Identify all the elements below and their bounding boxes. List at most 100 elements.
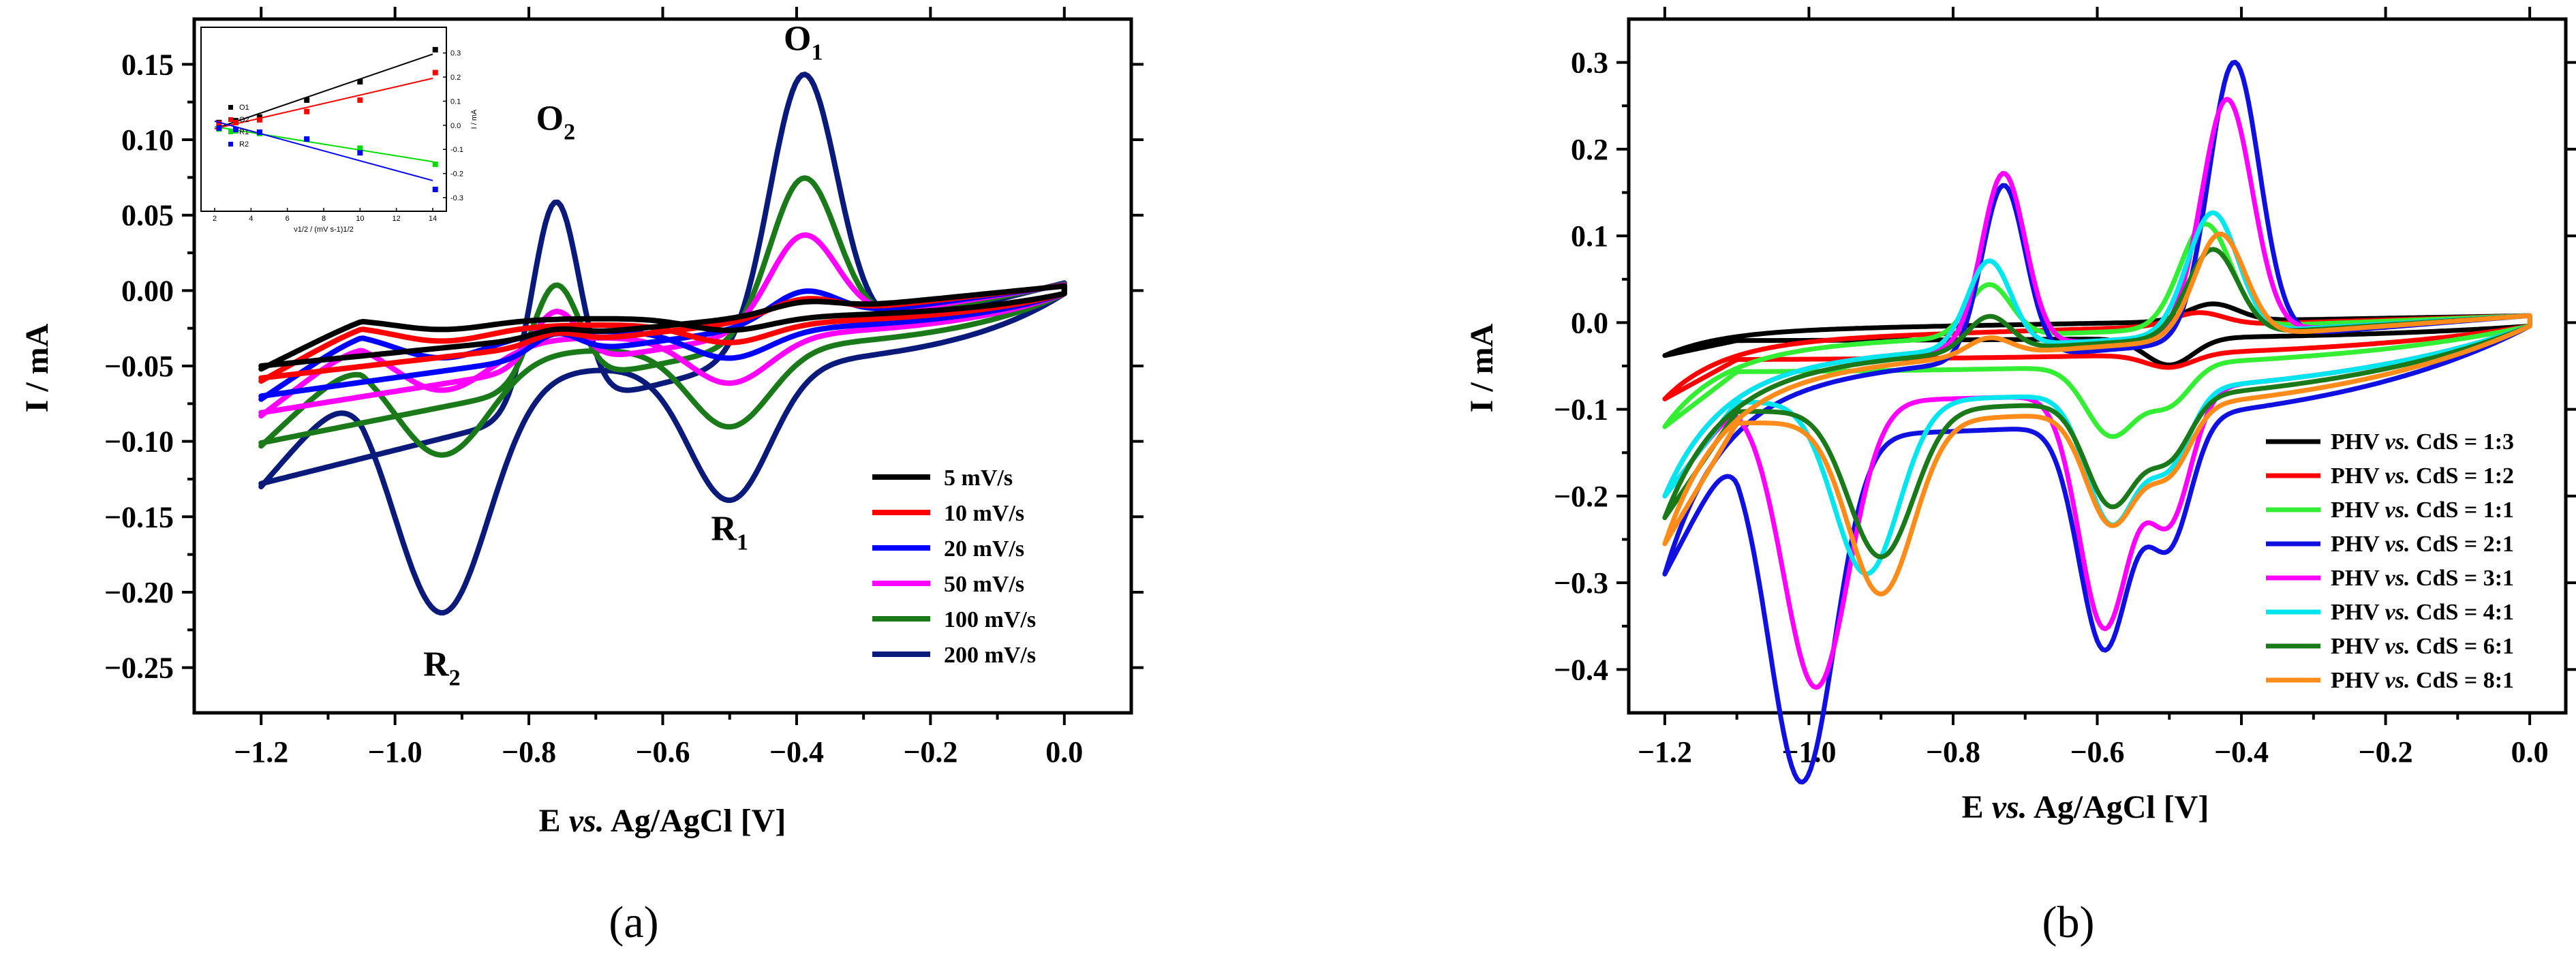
b-x-tick-label: −0.8 (1926, 735, 1980, 769)
b-caption: (b) (2042, 898, 2095, 947)
a-inset-point (432, 70, 438, 76)
b-x-tick-label: −0.4 (2214, 735, 2269, 769)
a-legend-label: 200 mV/s (944, 643, 1036, 668)
b-y-axis-label: I / mA (1464, 323, 1500, 412)
b-legend-label: PHV vs. CdS = 1:3 (2331, 429, 2514, 455)
b-y-tick-label: 0.2 (1571, 133, 1608, 166)
b-legend-label: PHV vs. CdS = 1:1 (2331, 497, 2514, 523)
a-inset-x-tick-label: 8 (322, 215, 326, 223)
a-peak-label: R2 (423, 645, 461, 691)
a-y-axis-label: I / mA (19, 323, 55, 412)
b-y-tick-label: −0.2 (1554, 480, 1608, 513)
a-inset-legend-swatch (228, 105, 233, 110)
a-inset-point (304, 136, 310, 142)
a-inset-point (432, 161, 438, 167)
a-inset-point (232, 126, 239, 132)
a-peak-label: R1 (711, 510, 748, 555)
a-y-tick-label: 0.10 (121, 123, 174, 157)
a-inset-x-tick-label: 14 (429, 215, 437, 223)
a-y-tick-label: 0.15 (121, 48, 174, 81)
a-inset-fit-line (214, 120, 433, 181)
a-caption: (a) (609, 898, 658, 947)
a-inset-legend-swatch (228, 117, 233, 122)
a-y-tick-label: 0.00 (121, 274, 174, 307)
a-inset: 2 4 6 8 10 12 14 -0.3 -0.2 -0.1 0.0 0.1 0.2 0.3 ν1/2 /… (200, 27, 478, 234)
a-inset-point (357, 150, 363, 156)
a-inset-point (256, 117, 262, 123)
b-x-tick-label: 0.0 (2511, 735, 2549, 769)
b-y-tick-label: 0.0 (1571, 306, 1608, 339)
a-inset-legend-swatch (228, 129, 233, 134)
a-x-tick-label: 0.0 (1045, 735, 1083, 769)
b-x-tick-label: −1.2 (1638, 735, 1692, 769)
a-inset-x-tick-label: 2 (213, 215, 217, 223)
b-y-tick-label: −0.1 (1554, 393, 1608, 427)
b-legend-label: PHV vs. CdS = 4:1 (2331, 600, 2514, 625)
a-y-tick-label: −0.05 (104, 350, 174, 383)
a-legend-label: 10 mV/s (944, 501, 1024, 526)
a-inset-legend-swatch (228, 142, 233, 147)
b-x-axis-label: E vs. Ag/AgCl [V] (1962, 789, 2209, 825)
a-inset-x-tick-label: 10 (356, 215, 364, 223)
a-inset-point (216, 125, 222, 131)
a-inset-y-tick-label: -0.1 (450, 146, 463, 154)
b-y-tick-label: 0.1 (1571, 219, 1608, 253)
a-y-tick-label: −0.10 (104, 425, 174, 459)
b-legend-label: PHV vs. CdS = 2:1 (2331, 532, 2514, 557)
a-inset-x-tick-label: 4 (249, 215, 253, 223)
a-inset-legend-label: R2 (239, 140, 249, 149)
a-x-tick-label: −1.2 (234, 735, 288, 769)
a-x-tick-label: −0.2 (903, 735, 957, 769)
a-inset-point (304, 108, 310, 114)
a-y-tick-label: −0.15 (104, 500, 174, 534)
a-inset-point (256, 114, 262, 120)
a-inset-y-tick-label: 0.0 (450, 122, 461, 130)
b-x-tick-label: −0.2 (2359, 735, 2413, 769)
b-legend-label: PHV vs. CdS = 3:1 (2331, 566, 2514, 591)
a-inset-fit-line (214, 77, 433, 129)
a-x-tick-label: −0.4 (769, 735, 824, 769)
a-inset-point (304, 97, 310, 103)
a-inset-point (216, 121, 222, 127)
a-inset-y-tick-label: -0.3 (450, 194, 463, 202)
a-legend-label: 5 mV/s (944, 465, 1013, 491)
a-y-tick-label: −0.25 (104, 652, 174, 685)
a-x-axis-label: E vs. Ag/AgCl [V] (539, 803, 786, 839)
a-legend-label: 20 mV/s (944, 536, 1024, 562)
a-inset-point (357, 145, 363, 151)
b-y-tick-label: 0.3 (1571, 46, 1608, 80)
a-legend-label: 100 mV/s (944, 607, 1036, 632)
a-inset-point (432, 46, 438, 52)
a-inset-y-label: I / mA (470, 109, 478, 129)
a-peak-label: O2 (536, 99, 575, 145)
a-inset-legend-label: O2 (239, 116, 249, 124)
b-legend-label: PHV vs. CdS = 1:2 (2331, 463, 2514, 489)
a-y-tick-label: 0.05 (121, 199, 174, 232)
a-inset-point (357, 97, 363, 103)
a-y-tick-label: −0.20 (104, 576, 174, 609)
a-series-group (258, 72, 1067, 616)
a-inset-fit-line (214, 125, 433, 163)
a-inset-y-tick-label: 0.3 (450, 50, 461, 58)
a-series-line (258, 283, 1067, 372)
a-inset-y-tick-label: -0.2 (450, 170, 463, 179)
a-x-tick-label: −1.0 (368, 735, 423, 769)
a-legend-label: 50 mV/s (944, 572, 1024, 597)
a-inset-fit-line (214, 53, 433, 129)
a-inset-point (432, 186, 438, 192)
a-inset-y-tick-label: 0.1 (450, 97, 461, 106)
a-inset-point (357, 78, 363, 85)
a-x-tick-label: −0.8 (502, 735, 556, 769)
b-x-tick-label: −0.6 (2070, 735, 2124, 769)
a-inset-legend-label: O1 (239, 104, 249, 112)
a-inset-y-tick-label: 0.2 (450, 74, 461, 82)
a-inset-point (256, 129, 262, 135)
a-inset-x-tick-label: 6 (286, 215, 290, 223)
a-inset-point (232, 119, 239, 125)
a-inset-x-label: ν1/2 / (mV s-1)1/2 (294, 226, 353, 234)
a-inset-legend-label: R1 (239, 128, 249, 136)
b-y-tick-label: −0.4 (1554, 653, 1608, 686)
a-peak-label: O1 (784, 19, 823, 65)
a-x-tick-label: −0.6 (635, 735, 690, 769)
